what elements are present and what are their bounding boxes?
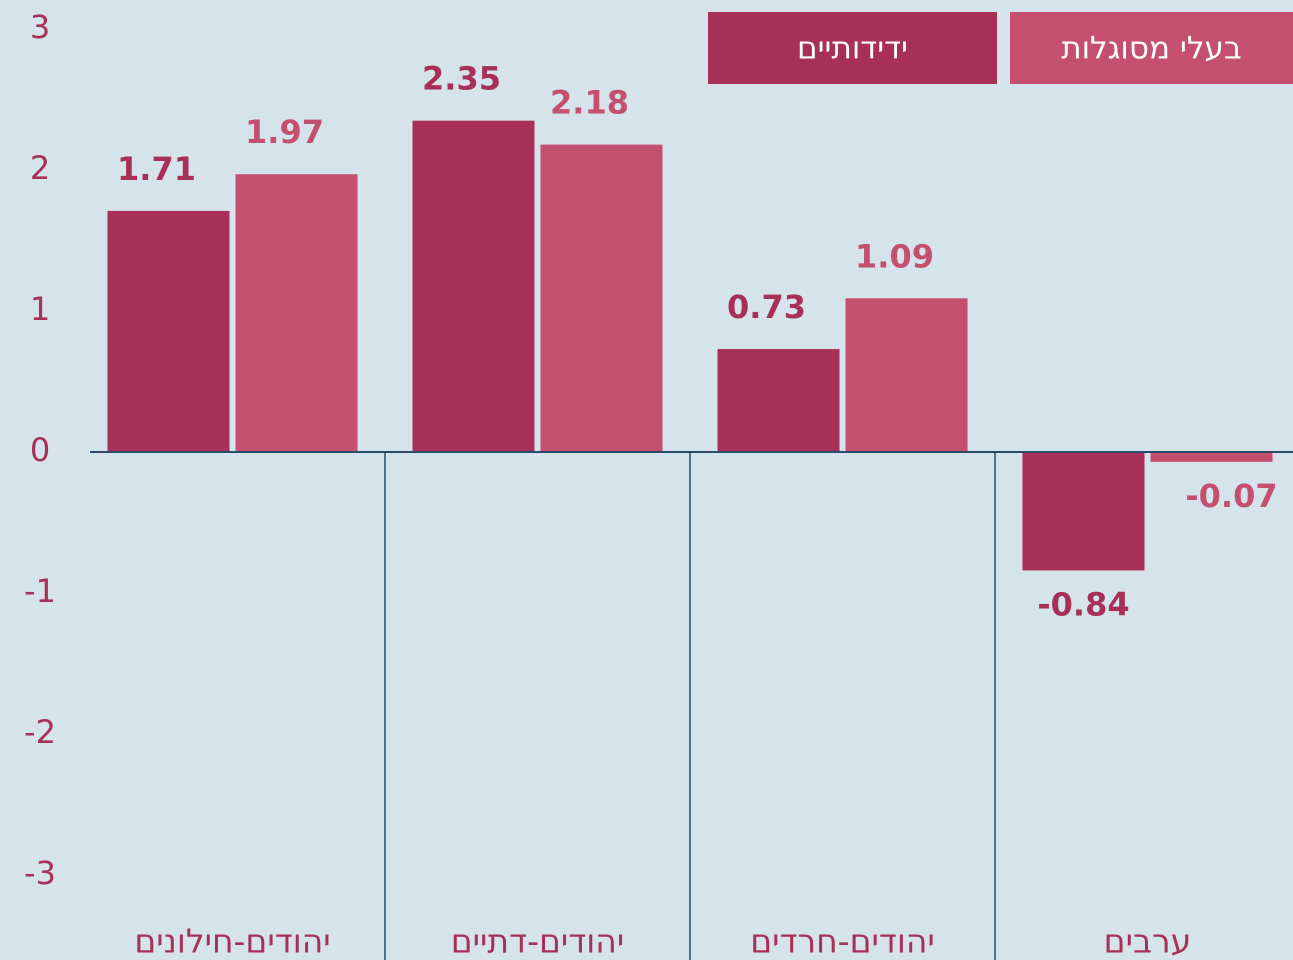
value-label: 2.18: [550, 84, 629, 122]
x-tick-label: יהודים-דתיים: [451, 922, 625, 960]
legend-label: בעלי מסוגלות: [1061, 31, 1242, 67]
legend-swatch: [1010, 12, 1293, 84]
value-label: 1.71: [117, 150, 196, 188]
legend-swatch: [708, 12, 997, 84]
y-tick-label: -3: [24, 854, 56, 892]
value-label: -0.84: [1037, 585, 1129, 623]
y-tick-label: -2: [24, 713, 56, 751]
value-label: -0.07: [1185, 477, 1277, 515]
bar: [717, 349, 840, 452]
value-label: 0.73: [727, 288, 806, 326]
value-label: 2.35: [422, 60, 501, 98]
value-label: 1.09: [855, 237, 934, 275]
bar: [107, 210, 230, 452]
y-tick-label: 3: [30, 8, 50, 46]
bar: [235, 174, 358, 453]
legend-label: ידידותיים: [797, 31, 908, 67]
y-tick-label: -1: [24, 572, 56, 610]
y-tick-label: 1: [30, 290, 50, 328]
y-tick-label: 0: [30, 431, 50, 469]
x-tick-label: יהודים-חילונים: [134, 922, 330, 960]
bar: [540, 144, 663, 452]
bar: [845, 298, 968, 452]
bar: [412, 120, 535, 453]
x-tick-label: ערבים: [1104, 922, 1192, 960]
bar: [1022, 452, 1145, 571]
bar: [1150, 452, 1273, 462]
value-label: 1.97: [245, 113, 324, 151]
x-tick-label: יהודים-חרדים: [750, 922, 935, 960]
y-tick-label: 2: [30, 149, 50, 187]
